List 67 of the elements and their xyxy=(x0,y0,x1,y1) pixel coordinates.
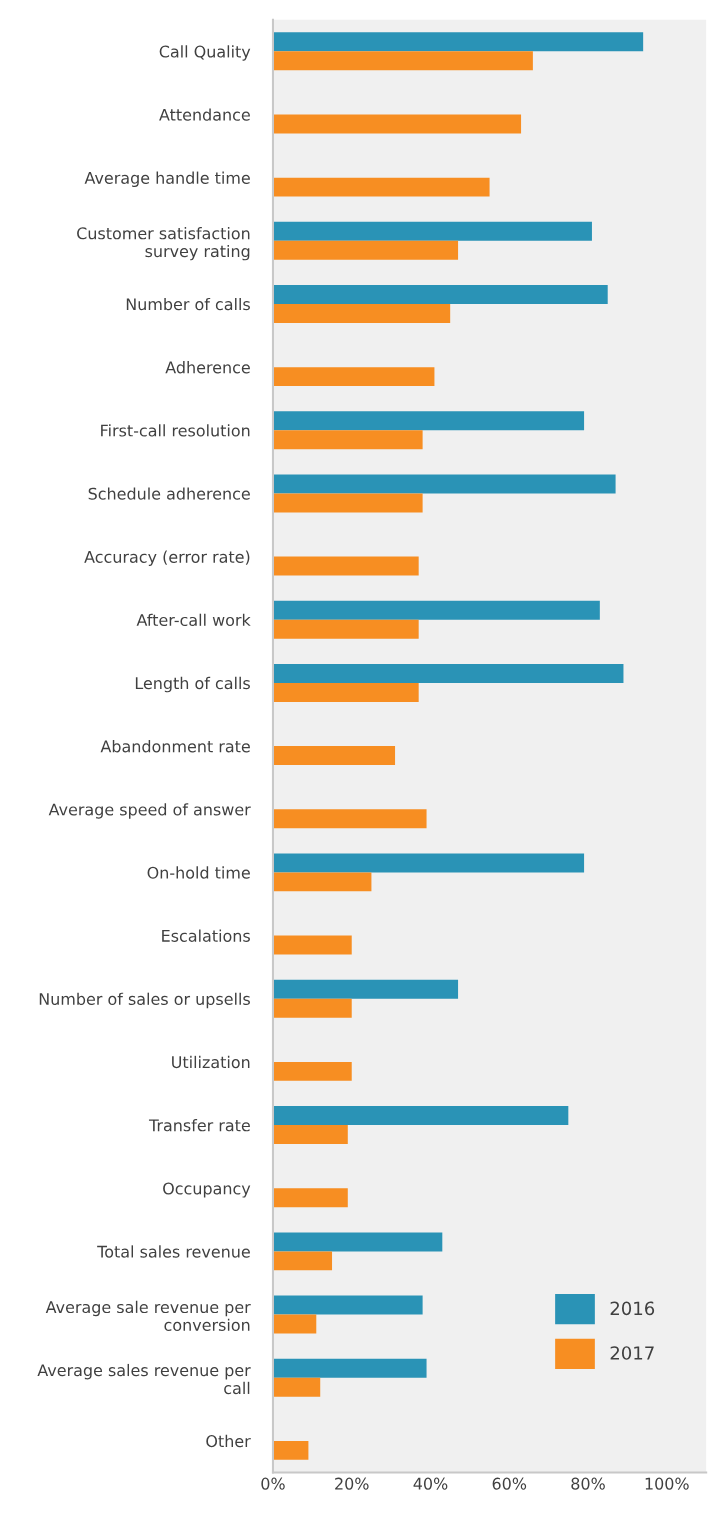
y-tick-label: Customer satisfaction survey rating xyxy=(77,227,250,261)
y-tick-label: Average sales revenue per call xyxy=(37,1363,251,1395)
bar xyxy=(272,493,423,513)
bar xyxy=(272,1125,348,1145)
bar xyxy=(272,853,585,873)
bar xyxy=(272,474,616,494)
y-tick-label: Utilization xyxy=(172,1055,250,1069)
y-tick-label: Call Quality xyxy=(159,45,251,61)
bar xyxy=(272,1358,427,1378)
bar xyxy=(272,979,459,999)
y-tick-label: Total sales revenue xyxy=(97,1245,250,1258)
x-tick-label: 0% xyxy=(261,1477,285,1490)
bar xyxy=(272,935,352,955)
bar xyxy=(272,663,624,683)
y-tick-label: Occupancy xyxy=(163,1182,251,1198)
bar xyxy=(272,430,423,450)
bar xyxy=(272,1377,321,1397)
y-tick-label: Transfer rate xyxy=(148,1119,250,1132)
y-tick-label: Average sale revenue per conversion xyxy=(45,1300,251,1332)
bar xyxy=(272,1061,352,1081)
bar xyxy=(272,1106,569,1126)
y-tick-label: Average speed of answer xyxy=(48,803,251,819)
y-tick-label: Abandonment rate xyxy=(100,740,250,753)
y-tick-label: Adherence xyxy=(165,361,250,374)
bar xyxy=(272,1251,333,1271)
legend-label: 2017 xyxy=(610,1346,654,1360)
bar xyxy=(272,1440,309,1460)
bar xyxy=(272,1232,443,1252)
y-tick-label: Number of sales or upsells xyxy=(39,992,250,1009)
bar xyxy=(272,619,419,639)
bar xyxy=(272,32,644,52)
y-tick-label: On-hold time xyxy=(147,866,250,879)
bar xyxy=(272,240,459,260)
bar xyxy=(272,998,352,1018)
bar xyxy=(272,746,396,766)
legend-label: 2016 xyxy=(610,1301,655,1316)
bar xyxy=(272,600,600,620)
bar xyxy=(272,556,419,576)
y-tick-label: After-call work xyxy=(136,613,251,627)
bar xyxy=(272,367,435,387)
x-tick-label: 100% xyxy=(645,1477,689,1490)
x-tick-label: 80% xyxy=(571,1477,605,1490)
bar xyxy=(272,221,592,241)
bar xyxy=(272,809,427,829)
y-tick-label: First-call resolution xyxy=(101,424,250,437)
bar xyxy=(272,872,372,892)
bar xyxy=(272,1314,317,1334)
y-tick-label: Attendance xyxy=(159,108,250,121)
y-tick-label: Schedule adherence xyxy=(88,487,250,500)
bar xyxy=(272,1188,348,1208)
bar xyxy=(272,1295,423,1315)
y-tick-label: Average handle time xyxy=(84,171,250,188)
y-tick-label: Accuracy (error rate) xyxy=(84,550,250,566)
bar xyxy=(272,285,608,304)
y-tick-label: Other xyxy=(206,1434,251,1448)
bar xyxy=(272,114,522,134)
x-tick-label: 40% xyxy=(413,1477,448,1490)
bar xyxy=(272,51,533,71)
bar xyxy=(272,177,490,197)
x-tick-label: 60% xyxy=(492,1477,527,1490)
y-tick-label: Number of calls xyxy=(126,297,250,311)
y-tick-label: Length of calls xyxy=(135,676,250,693)
x-tick-label: 20% xyxy=(335,1477,369,1490)
bar xyxy=(272,411,585,431)
y-tick-label: Escalations xyxy=(162,929,250,942)
bar xyxy=(272,303,451,323)
bar xyxy=(272,682,419,702)
